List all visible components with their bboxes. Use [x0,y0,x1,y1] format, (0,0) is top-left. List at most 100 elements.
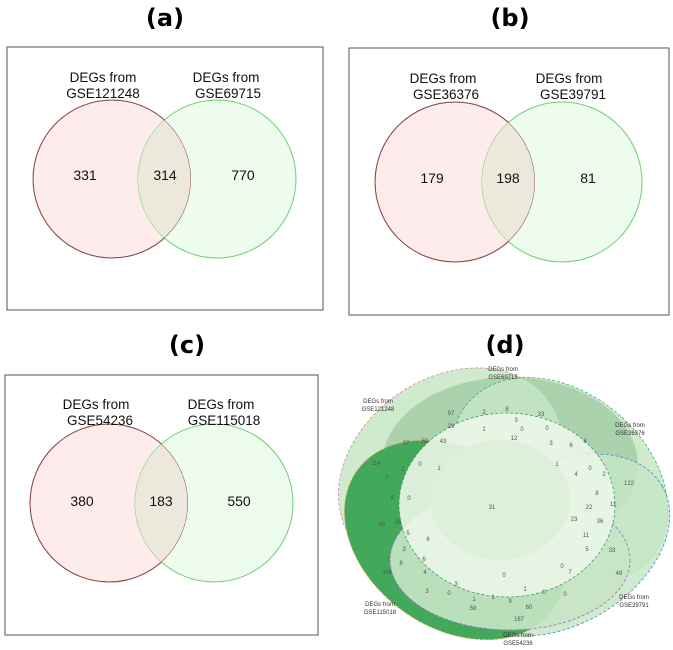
region-count: 8 [399,561,403,567]
region-count: 23 [571,517,578,523]
region-count: 5 [406,531,410,537]
set-label-left-id: GSE36376 [413,87,479,102]
set-label-line2: GSE54236 [503,641,533,647]
region-count: 33 [538,412,545,418]
region-count: 9 [508,599,512,605]
region-count: 0 [563,592,567,598]
region-count: 11 [583,533,590,539]
set-label-line1: DEGs from [365,602,395,608]
panel-a-title: (a) [146,4,184,32]
region-count: 97 [448,411,455,417]
count-left-only: 179 [420,170,444,186]
set-label-left: DEGs from [410,71,477,86]
region-count: 1 [472,597,476,603]
region-count: 122 [624,481,635,487]
region-count: 187 [514,617,525,623]
region-count: 1 [482,427,486,433]
set-label-line2: GSE69715 [488,375,518,381]
region-count: 22 [586,505,593,511]
region-count: 386 [382,570,393,576]
set-label-line1: DEGs from [488,367,518,373]
panel-c: (c) DEGs from GSE54236 DEGs from GSE1150… [4,331,319,636]
set-label-right-id: GSE115018 [188,413,261,428]
region-count: 7 [385,476,389,482]
region-count: 3 [425,589,429,595]
region-count: 1 [523,587,527,593]
region-count: 43 [440,439,447,445]
set-label-line2: GSE39791 [619,603,649,609]
set-label-left: DEGs from [70,70,137,85]
panel-b-title: (b) [490,4,529,32]
region-count: 11 [610,502,617,508]
region-count: 3 [514,418,518,424]
region-count: 29 [448,424,455,430]
region-count: 58 [470,606,477,612]
venn-overlap [482,102,535,262]
region-count: 45 [379,522,386,528]
panel-b: (b) DEGs from GSE36376 DEGs from GSE3979… [348,4,670,316]
region-count: 2 [482,410,486,416]
region-count: 0 [502,573,506,579]
region-count: 3 [549,441,553,447]
set-label-line1: DEGs from [503,633,533,639]
region-count: 0 [418,462,422,468]
region-count: 7 [568,570,572,576]
region-count: 60 [526,605,533,611]
region-count: 0 [542,590,546,596]
region-count: 0 [520,427,524,433]
region-count: 31 [489,505,496,511]
set-label-left-id: GSE54236 [67,413,133,428]
region-count: 50 [422,439,429,445]
set-label-line1: DEGs from [363,399,393,405]
region-count: 114 [371,461,381,467]
set-label-right-id: GSE39791 [540,87,606,102]
count-right-only: 81 [580,170,596,186]
core-region [430,440,570,560]
set-label-left-id: GSE121248 [66,86,140,101]
count-left-only: 380 [70,493,94,509]
count-overlap: 314 [153,167,177,183]
region-count: 3 [454,582,458,588]
set-label-line2: GSE115018 [364,610,397,616]
count-right-only: 770 [231,167,255,183]
region-count: 6 [426,537,430,543]
set-label-right-id: GSE69715 [195,86,261,101]
set-label-left: DEGs from [63,397,130,412]
region-count: 6 [569,443,573,449]
set-label-line2: GSE36376 [615,431,645,437]
count-right-only: 550 [227,493,251,509]
region-count: 6 [390,496,394,502]
panel-d-title: (d) [485,331,524,359]
region-count: 0 [545,426,549,432]
region-count: 8 [505,407,509,413]
set-label-right: DEGs from [193,70,260,85]
region-count: 0 [588,466,592,472]
region-count: 0 [447,591,451,597]
region-count: 4 [423,570,427,576]
region-count: 2 [602,472,606,478]
count-overlap: 183 [149,493,173,509]
panel-c-title: (c) [169,331,205,359]
six-set-venn-shapes [338,367,671,641]
set-label-right: DEGs from [188,397,255,412]
region-count: 6 [422,557,426,563]
region-count: 26 [395,520,402,526]
venn-overlap [135,424,188,582]
region-count: 37 [403,441,410,447]
region-count: 3 [402,547,406,553]
region-count: 8 [595,491,599,497]
region-count: 33 [609,548,616,554]
venn-overlap [138,100,191,258]
six-set-venn-labels: DEGs from GSE69715 DEGs from GSE121248 DEGs … [362,367,650,647]
region-count: 1 [555,462,559,468]
region-count: 2 [401,467,405,473]
region-count: 36 [597,519,604,525]
region-count: 0 [560,564,564,570]
region-count: 6 [583,439,587,445]
region-count: 0 [407,496,411,502]
region-count: 4 [574,472,578,478]
region-count: 48 [616,571,623,577]
